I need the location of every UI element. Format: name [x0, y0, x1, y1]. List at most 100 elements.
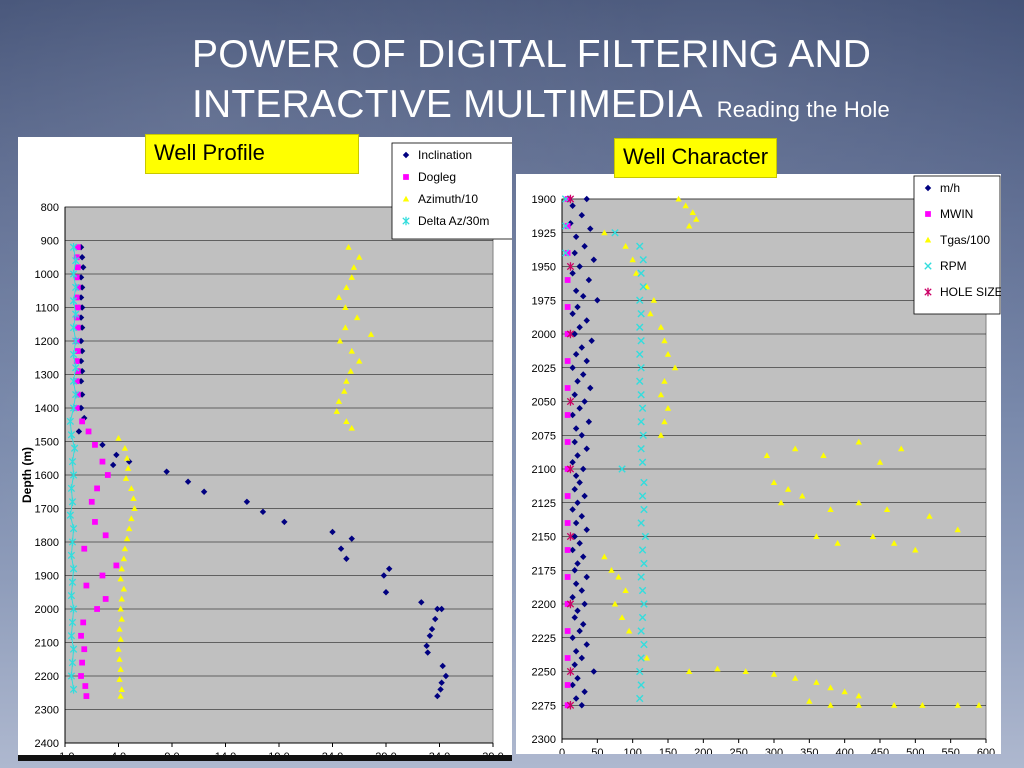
data-point	[77, 337, 85, 345]
data-point	[67, 631, 76, 640]
data-point	[68, 618, 77, 627]
data-point	[200, 488, 208, 495]
data-point	[571, 661, 578, 668]
data-point	[629, 256, 636, 263]
data-point	[117, 692, 124, 699]
data-point	[813, 533, 820, 540]
data-point	[639, 283, 647, 291]
data-point	[564, 520, 571, 526]
y-tick-label: 2000	[35, 604, 59, 616]
data-point	[618, 614, 626, 621]
data-point	[578, 587, 585, 594]
data-point	[637, 519, 645, 527]
data-point	[564, 439, 571, 445]
data-point	[566, 397, 575, 406]
data-point	[122, 475, 130, 481]
data-point	[572, 695, 580, 702]
data-point	[813, 679, 820, 685]
data-point	[69, 645, 78, 654]
data-point	[78, 254, 86, 261]
data-point	[799, 492, 806, 499]
data-point	[561, 222, 570, 230]
data-point	[919, 702, 926, 708]
data-point	[657, 391, 665, 398]
data-point	[120, 555, 128, 562]
data-point	[588, 337, 595, 344]
data-point	[73, 338, 80, 344]
data-point	[664, 405, 672, 411]
data-point	[67, 671, 76, 681]
slide-title: POWER OF DIGITAL FILTERING AND INTERACTI…	[192, 30, 1012, 135]
data-point	[345, 244, 352, 250]
x-tick-label: 250	[729, 747, 747, 754]
data-point	[583, 357, 590, 365]
data-point	[442, 672, 450, 680]
data-point	[126, 525, 133, 532]
data-point	[637, 445, 645, 453]
x-tick-label: 200	[694, 747, 712, 754]
data-point	[348, 424, 355, 431]
data-point	[657, 432, 665, 438]
data-point	[566, 532, 575, 541]
data-point	[770, 479, 778, 486]
data-point	[661, 337, 668, 344]
data-point	[423, 642, 430, 650]
data-point	[637, 391, 645, 399]
data-point	[82, 683, 89, 689]
series-line	[69, 247, 77, 690]
data-point	[564, 574, 571, 580]
data-point	[590, 668, 597, 675]
data-point	[650, 297, 658, 303]
data-point	[335, 294, 343, 301]
data-point	[341, 388, 348, 394]
data-point	[353, 314, 361, 321]
data-point	[855, 438, 862, 445]
y-tick-label: 900	[41, 236, 59, 248]
legend-marker	[403, 174, 409, 180]
series-dogleg	[73, 244, 120, 699]
x-tick-label: 300	[765, 747, 783, 754]
data-point	[333, 408, 340, 414]
data-point	[437, 686, 444, 693]
data-point	[689, 209, 696, 216]
data-point	[926, 513, 933, 519]
panel-footer-bar	[18, 755, 512, 761]
data-point	[69, 269, 78, 279]
data-point	[69, 296, 78, 305]
data-point	[637, 573, 645, 581]
data-point	[682, 202, 689, 209]
data-point	[434, 692, 441, 700]
data-point	[73, 294, 80, 301]
data-point	[118, 565, 125, 572]
data-point	[94, 606, 100, 612]
data-point	[637, 627, 645, 635]
data-point	[120, 585, 128, 592]
data-point	[601, 229, 608, 236]
data-point	[566, 329, 575, 339]
data-point	[116, 625, 123, 632]
data-point	[636, 350, 644, 358]
y-tick-label: 1100	[35, 303, 59, 315]
data-point	[128, 485, 135, 491]
data-point	[564, 277, 571, 283]
data-point	[69, 350, 78, 359]
series-azimuth-10	[115, 244, 375, 699]
data-point	[622, 243, 629, 249]
data-point	[99, 441, 106, 449]
x-tick-label: 450	[871, 747, 889, 754]
data-point	[714, 665, 721, 672]
data-point	[117, 605, 124, 612]
y-tick-label: 2300	[532, 734, 556, 746]
data-point	[686, 222, 693, 229]
data-point	[571, 533, 578, 540]
data-point	[68, 457, 77, 466]
data-point	[356, 254, 363, 260]
data-point	[566, 701, 575, 710]
data-point	[639, 431, 647, 439]
data-point	[438, 605, 445, 613]
data-point	[638, 492, 647, 500]
data-point	[611, 600, 619, 607]
data-point	[336, 337, 344, 344]
data-point	[564, 702, 571, 709]
data-point	[954, 702, 961, 708]
